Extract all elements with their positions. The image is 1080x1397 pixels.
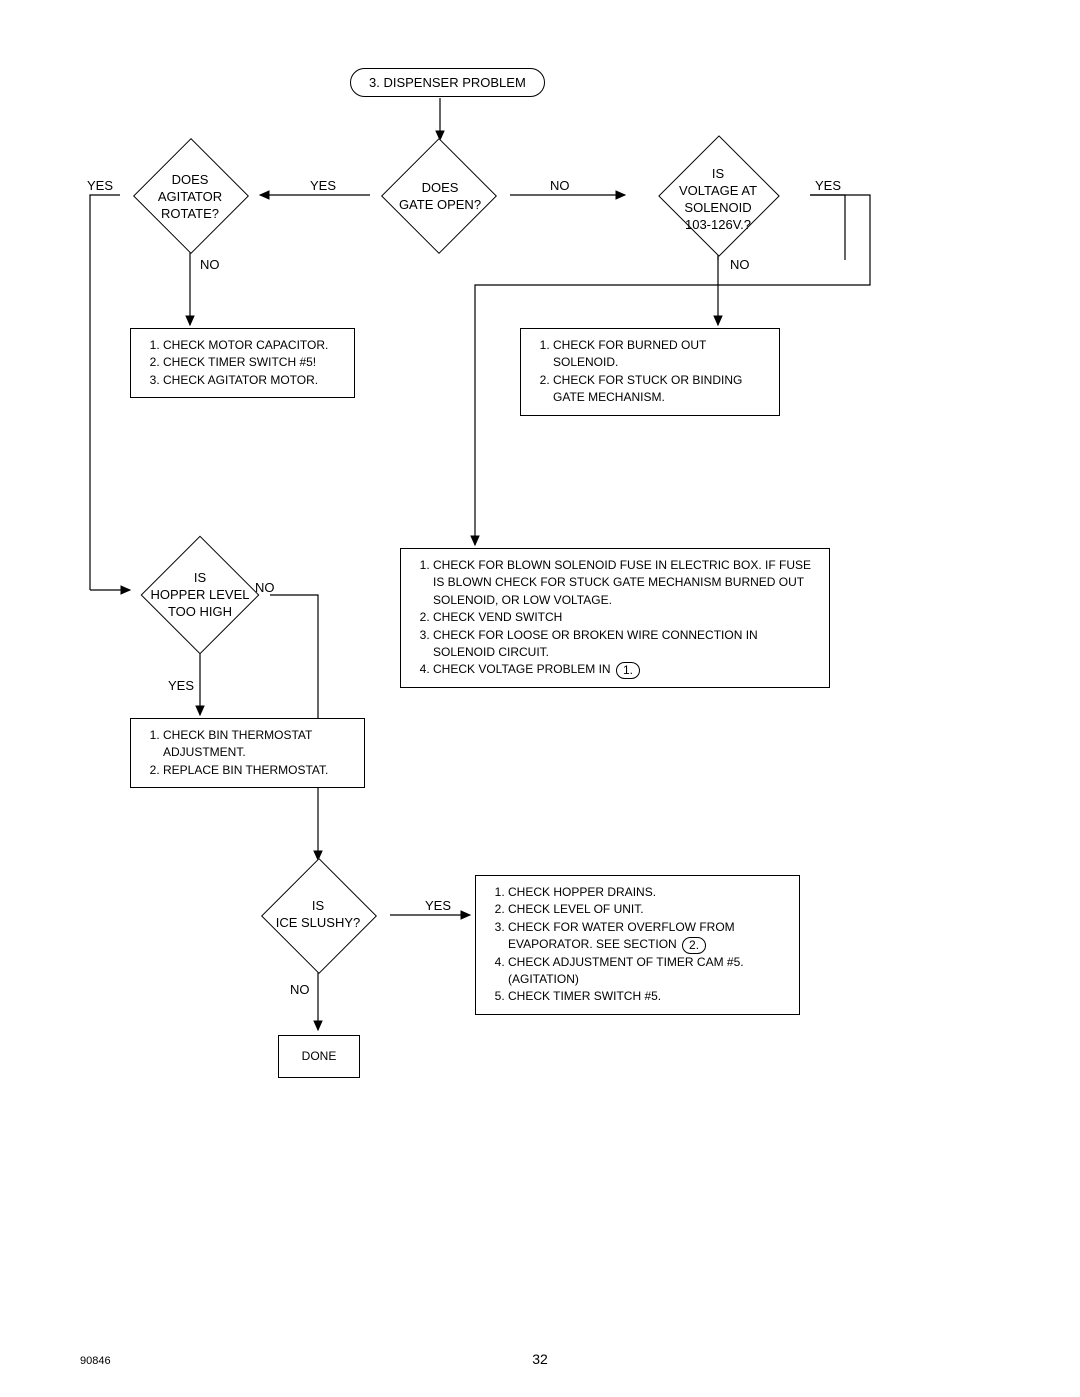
agit-check-2: CHECK TIMER SWITCH #5! [163, 354, 342, 371]
slyes-3: CHECK FOR WATER OVERFLOW FROM EVAPORATOR… [508, 919, 787, 954]
solno-1: CHECK FOR BURNED OUT SOLENOID. [553, 337, 767, 372]
solyes-4-ref: 1. [616, 662, 640, 679]
solen-l3: SOLENOID [684, 200, 751, 215]
slyes-3-ref: 2. [682, 937, 706, 954]
decision-hopper-label: IS HOPPER LEVEL TOO HIGH [130, 570, 270, 621]
decision-solenoid-label: IS VOLTAGE AT SOLENOID 103-126V.? [648, 166, 788, 234]
slyes-2: CHECK LEVEL OF UNIT. [508, 901, 787, 918]
hopyes-2: REPLACE BIN THERMOSTAT. [163, 762, 352, 779]
box-agitator-checks: CHECK MOTOR CAPACITOR. CHECK TIMER SWITC… [130, 328, 355, 398]
box-slushy-yes: CHECK HOPPER DRAINS. CHECK LEVEL OF UNIT… [475, 875, 800, 1015]
solno-2: CHECK FOR STUCK OR BINDING GATE MECHANIS… [553, 372, 767, 407]
slushy-yes-label: YES [425, 898, 451, 913]
hop-l2: HOPPER LEVEL [151, 587, 250, 602]
doc-id: 90846 [80, 1355, 111, 1367]
decision-agitator-label: DOES AGITATOR ROTATE? [120, 172, 260, 223]
start-terminal: 3. DISPENSER PROBLEM [350, 68, 545, 97]
slush-l1: IS [312, 898, 324, 913]
solyes-4: CHECK VOLTAGE PROBLEM IN 1. [433, 661, 817, 678]
hop-l3: TOO HIGH [168, 604, 232, 619]
slyes-4: CHECK ADJUSTMENT OF TIMER CAM #5. (AGITA… [508, 954, 787, 989]
agit-l3: ROTATE? [161, 206, 219, 221]
solyes-4-pre: CHECK VOLTAGE PROBLEM IN [433, 662, 611, 676]
gate-yes-label: YES [310, 178, 336, 193]
decision-gate-open-label: DOES GATE OPEN? [370, 180, 510, 214]
hop-l1: IS [194, 570, 206, 585]
slyes-5: CHECK TIMER SWITCH #5. [508, 988, 787, 1005]
solen-l4: 103-126V.? [685, 217, 751, 232]
start-text: 3. DISPENSER PROBLEM [350, 68, 545, 97]
gate-no-label: NO [550, 178, 570, 193]
box-solenoid-no: CHECK FOR BURNED OUT SOLENOID. CHECK FOR… [520, 328, 780, 416]
solyes-2: CHECK VEND SWITCH [433, 609, 817, 626]
hopper-yes-label: YES [168, 678, 194, 693]
box-solenoid-yes: CHECK FOR BLOWN SOLENOID FUSE IN ELECTRI… [400, 548, 830, 688]
solen-yes-label: YES [815, 178, 841, 193]
solen-l1: IS [712, 166, 724, 181]
agit-no-label: NO [200, 257, 220, 272]
hopyes-1: CHECK BIN THERMOSTAT ADJUSTMENT. [163, 727, 352, 762]
page-number: 32 [532, 1351, 548, 1367]
slush-l2: ICE SLUSHY? [276, 915, 361, 930]
done-text: DONE [302, 1049, 337, 1063]
agit-check-3: CHECK AGITATOR MOTOR. [163, 372, 342, 389]
agit-l1: DOES [172, 172, 209, 187]
agit-l2: AGITATOR [158, 189, 222, 204]
agit-yes-label: YES [87, 178, 113, 193]
done-box: DONE [278, 1035, 360, 1078]
solen-l2: VOLTAGE AT [679, 183, 757, 198]
slushy-no-label: NO [290, 982, 310, 997]
solen-no-label: NO [730, 257, 750, 272]
solyes-3: CHECK FOR LOOSE OR BROKEN WIRE CONNECTIO… [433, 627, 817, 662]
solyes-1: CHECK FOR BLOWN SOLENOID FUSE IN ELECTRI… [433, 557, 817, 609]
gate-l2: GATE OPEN? [399, 197, 481, 212]
gate-l1: DOES [422, 180, 459, 195]
slyes-1: CHECK HOPPER DRAINS. [508, 884, 787, 901]
box-hopper-yes: CHECK BIN THERMOSTAT ADJUSTMENT. REPLACE… [130, 718, 365, 788]
decision-slushy-label: IS ICE SLUSHY? [248, 898, 388, 932]
agit-check-1: CHECK MOTOR CAPACITOR. [163, 337, 342, 354]
